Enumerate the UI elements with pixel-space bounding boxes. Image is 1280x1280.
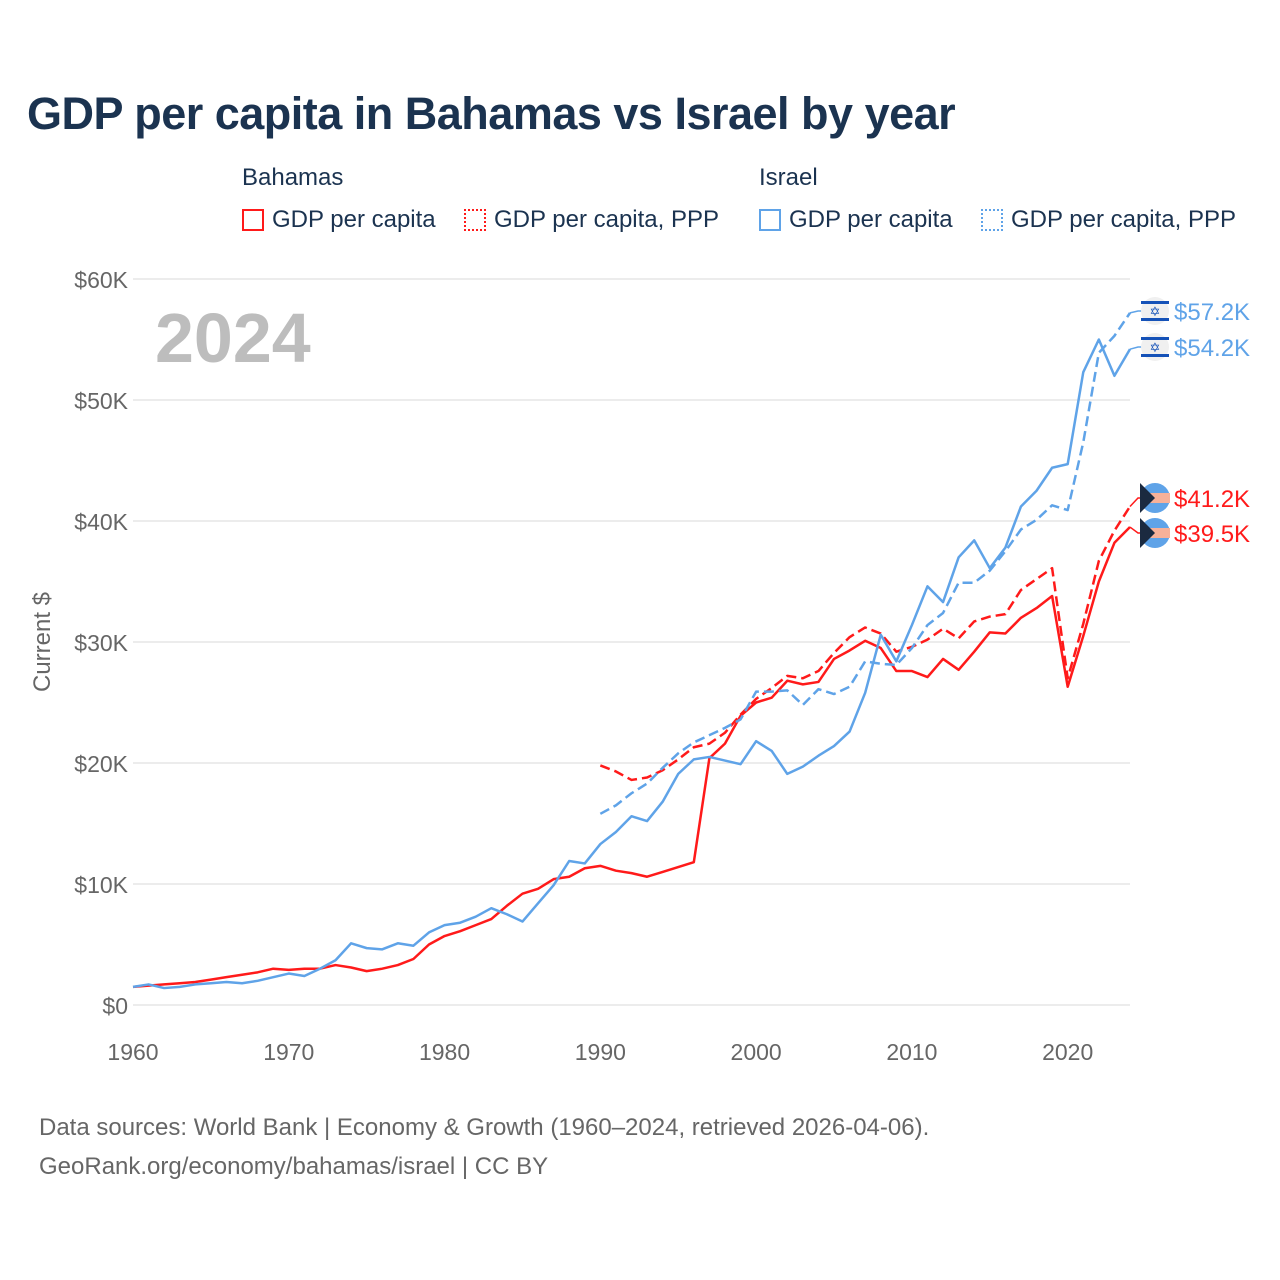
israel-flag-icon: ✡ xyxy=(1141,333,1169,361)
label-connector xyxy=(1129,346,1142,350)
bahamas-flag-icon xyxy=(1140,518,1170,548)
legend-group-israel: Israel xyxy=(759,164,818,191)
y-tick-label: $30K xyxy=(74,630,128,656)
solid-swatch-icon xyxy=(759,209,781,231)
y-tick-label: $60K xyxy=(74,267,128,293)
legend-bahamas-gdp[interactable]: GDP per capita xyxy=(242,206,436,234)
y-tick-label: $50K xyxy=(74,388,128,414)
end-value-label: $41.2K xyxy=(1174,486,1250,513)
end-value-label: $57.2K xyxy=(1174,299,1250,326)
x-tick-label: 1970 xyxy=(263,1039,314,1065)
year-watermark: 2024 xyxy=(155,299,311,377)
y-tick-label: $10K xyxy=(74,872,128,898)
x-tick-label: 1990 xyxy=(575,1039,626,1065)
svg-text:✡: ✡ xyxy=(1150,340,1161,355)
israel-flag-icon: ✡ xyxy=(1141,297,1169,325)
legend-label: GDP per capita, PPP xyxy=(1011,206,1236,233)
series-line-israel-ppp[interactable] xyxy=(599,312,1132,815)
legend-israel-gdp[interactable]: GDP per capita xyxy=(759,206,953,234)
chart-title: GDP per capita in Bahamas vs Israel by y… xyxy=(27,88,956,139)
series-line-israel-gdp[interactable] xyxy=(132,338,1132,990)
legend-label: GDP per capita xyxy=(789,206,953,233)
legend-israel-ppp[interactable]: GDP per capita, PPP xyxy=(981,206,1236,234)
legend-group-bahamas: Bahamas xyxy=(242,164,344,191)
legend-bahamas-ppp[interactable]: GDP per capita, PPP xyxy=(464,206,719,234)
y-tick-label: $20K xyxy=(74,751,128,777)
end-value-label: $54.2K xyxy=(1174,335,1250,362)
x-tick-label: 1960 xyxy=(107,1039,158,1065)
data-source-text: Data sources: World Bank | Economy & Gro… xyxy=(39,1114,930,1141)
bahamas-flag-icon xyxy=(1140,483,1170,513)
footer: Data sources: World Bank | Economy & Gro… xyxy=(39,1108,929,1186)
solid-swatch-icon xyxy=(242,209,264,231)
x-tick-label: 2000 xyxy=(731,1039,782,1065)
x-tick-label: 1980 xyxy=(419,1039,470,1065)
dotted-swatch-icon xyxy=(464,209,486,231)
dotted-swatch-icon xyxy=(981,209,1003,231)
label-connector xyxy=(1129,310,1142,314)
x-tick-label: 2010 xyxy=(886,1039,937,1065)
end-value-label: $39.5K xyxy=(1174,521,1250,548)
x-tick-label: 2020 xyxy=(1042,1039,1093,1065)
y-axis-label: Current $ xyxy=(29,592,56,692)
legend-label: GDP per capita, PPP xyxy=(494,206,719,233)
series-line-bahamas-gdp[interactable] xyxy=(132,526,1131,989)
y-tick-label: $0 xyxy=(102,993,128,1019)
y-tick-label: $40K xyxy=(74,509,128,535)
legend-label: GDP per capita xyxy=(272,206,436,233)
source-link[interactable]: GeoRank.org/economy/bahamas/israel | CC … xyxy=(39,1153,549,1180)
series-line-bahamas-ppp[interactable] xyxy=(599,505,1132,782)
svg-text:✡: ✡ xyxy=(1150,304,1161,319)
